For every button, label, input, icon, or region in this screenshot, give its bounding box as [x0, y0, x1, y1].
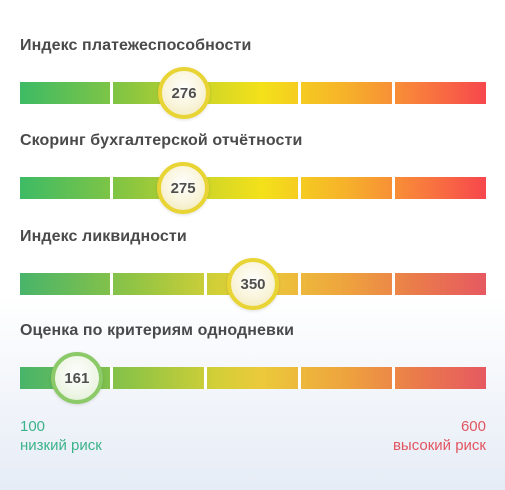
bar-divider [392, 273, 395, 295]
metric-title: Скоринг бухгалтерской отчётности [20, 132, 303, 149]
score-marker: 276 [158, 67, 211, 119]
bar-divider [298, 367, 301, 389]
scale-max-value: 600 [460, 418, 486, 435]
score-marker: 161 [50, 352, 103, 404]
bar-divider [110, 177, 113, 199]
risk-scale-bar: 350 [20, 258, 486, 310]
risk-scale-bar: 276 [20, 67, 486, 119]
gradient-bar [20, 367, 486, 389]
score-marker: 350 [227, 258, 279, 310]
scale-min: 100 низкий риск [20, 417, 102, 455]
metric-shell-company-criteria: Оценка по критериям однодневки 161 [20, 322, 486, 404]
metric-accounting-scoring: Скоринг бухгалтерской отчётности 275 [20, 132, 486, 214]
metric-liquidity-index: Индекс ликвидности 350 [20, 228, 486, 310]
metric-title: Оценка по критериям однодневки [20, 322, 294, 339]
metric-title: Индекс платежеспособности [20, 37, 252, 54]
bar-divider [392, 82, 395, 104]
bar-divider [110, 367, 113, 389]
scale-min-value: 100 [20, 418, 46, 435]
bar-divider [110, 82, 113, 104]
gradient-bar [20, 177, 486, 199]
risk-scale-bar: 275 [20, 162, 486, 214]
metric-title: Индекс ликвидности [20, 228, 187, 245]
low-risk-label: низкий риск [20, 437, 102, 454]
score-marker: 275 [157, 162, 210, 214]
gradient-bar [20, 82, 486, 104]
bar-divider [298, 177, 301, 199]
bar-divider [298, 82, 301, 104]
bar-divider [392, 367, 395, 389]
bar-divider [298, 273, 301, 295]
bar-divider [204, 273, 207, 295]
bar-divider [392, 177, 395, 199]
high-risk-label: высокий риск [392, 437, 486, 454]
risk-scale-bar: 161 [20, 352, 486, 404]
bar-divider [204, 367, 207, 389]
metric-solvency-index: Индекс платежеспособности 276 [20, 37, 486, 119]
scale-max: 600 высокий риск [393, 417, 486, 455]
bar-divider [110, 273, 113, 295]
